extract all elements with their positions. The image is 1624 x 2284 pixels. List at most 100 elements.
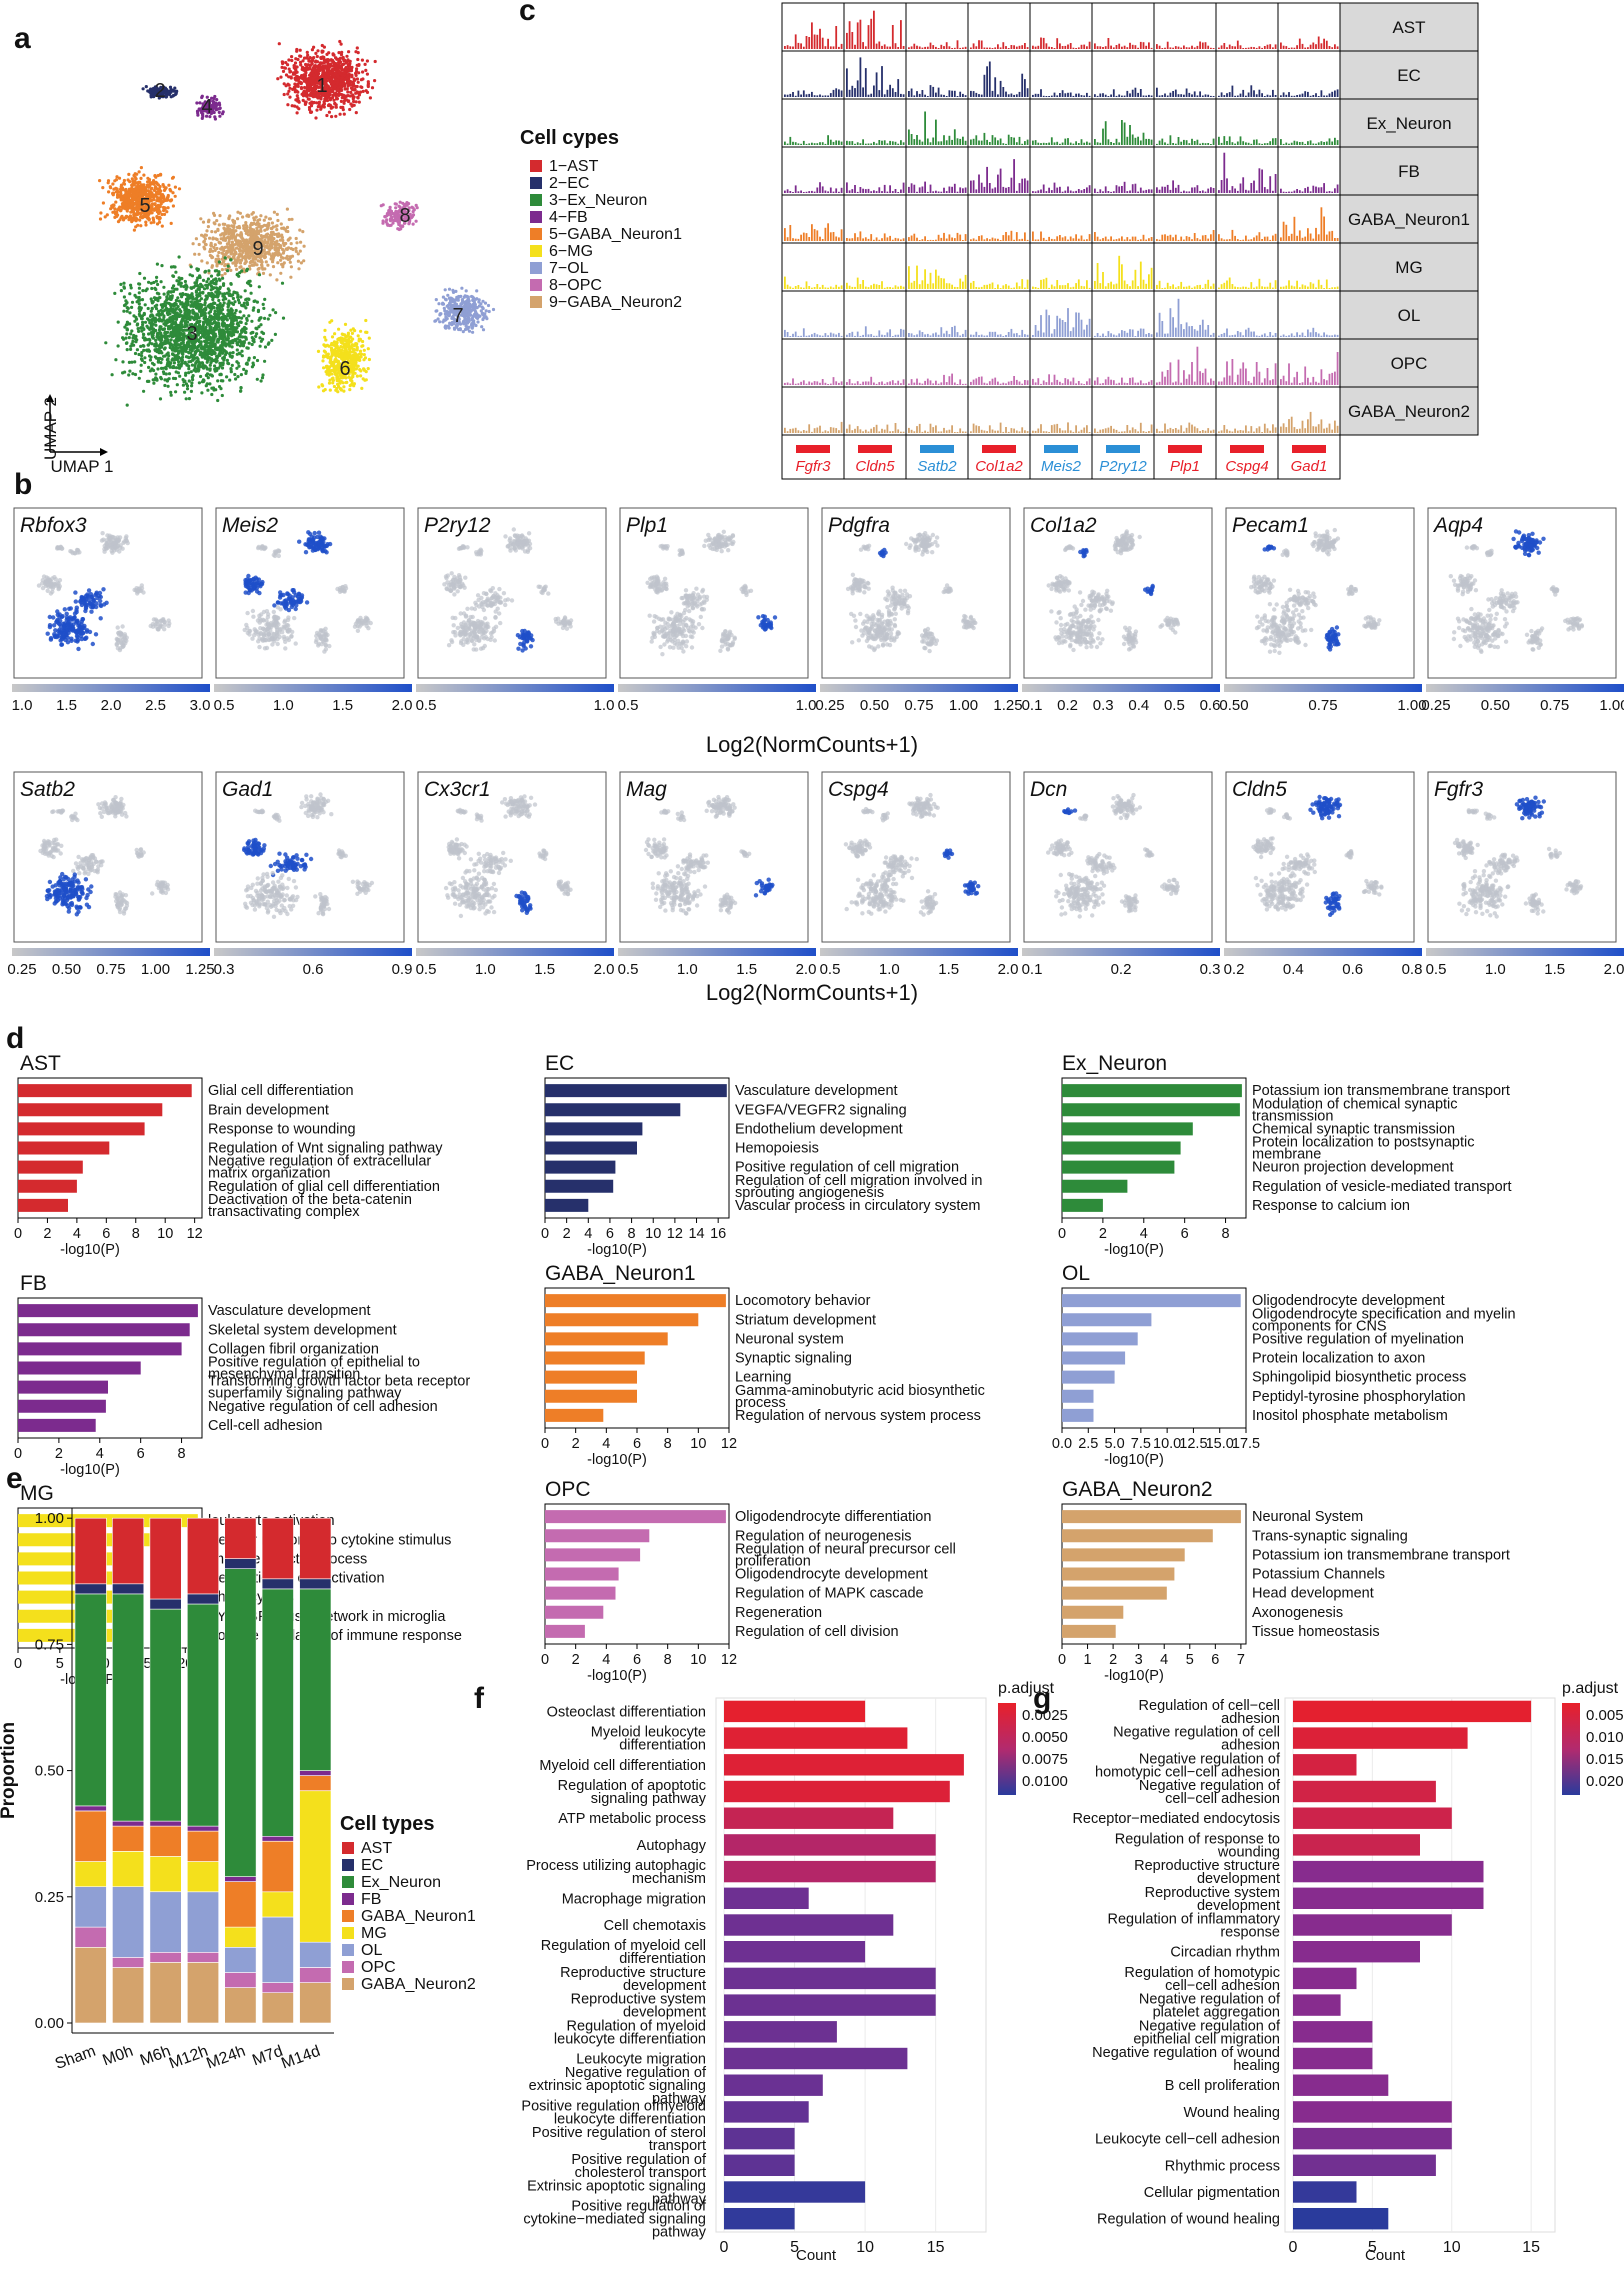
umap-point xyxy=(183,279,187,284)
umap-point xyxy=(351,347,356,351)
umap-point xyxy=(194,237,198,241)
umap-point xyxy=(191,242,195,246)
umap-point xyxy=(166,91,170,95)
umap-point xyxy=(205,261,209,265)
umap-point xyxy=(319,107,323,111)
umap-point xyxy=(164,319,168,323)
umap-point xyxy=(150,286,154,291)
umap-point xyxy=(250,336,254,340)
umap-point xyxy=(331,87,335,91)
umap-point xyxy=(139,363,143,367)
umap-point xyxy=(221,276,225,280)
umap-point xyxy=(347,81,351,86)
umap-point xyxy=(357,337,361,341)
umap-point xyxy=(127,203,131,207)
umap-point xyxy=(221,303,225,307)
umap-point xyxy=(251,361,255,365)
umap-point xyxy=(258,316,262,320)
umap-point xyxy=(348,59,352,63)
umap-point xyxy=(238,211,242,215)
umap-point xyxy=(162,292,166,296)
umap-point xyxy=(198,309,202,313)
umap-point xyxy=(150,324,154,329)
umap-point xyxy=(356,57,360,62)
umap-point xyxy=(200,259,204,263)
umap-point xyxy=(225,338,229,342)
umap-point xyxy=(253,233,257,237)
umap-point xyxy=(223,253,228,257)
umap-point xyxy=(291,247,295,252)
umap-point xyxy=(238,310,242,314)
umap-point xyxy=(316,79,321,83)
umap-point xyxy=(215,264,219,268)
umap-point xyxy=(199,282,203,286)
umap-point xyxy=(245,346,249,350)
umap-point xyxy=(323,388,327,392)
umap-point xyxy=(317,94,321,98)
umap-point xyxy=(141,184,146,189)
umap-point xyxy=(258,336,262,340)
umap-point xyxy=(159,308,163,312)
umap-point xyxy=(257,273,262,277)
umap-point xyxy=(113,215,117,219)
umap-point xyxy=(306,53,310,57)
umap-point xyxy=(187,371,191,375)
umap-point xyxy=(138,218,142,222)
umap-point xyxy=(208,310,213,314)
umap-point xyxy=(210,392,214,397)
umap-point xyxy=(446,313,450,317)
umap-point xyxy=(233,236,237,240)
umap-point xyxy=(316,105,320,109)
umap-point xyxy=(339,79,344,83)
umap-point xyxy=(122,286,126,290)
umap-point xyxy=(438,320,442,324)
umap-point xyxy=(282,261,286,265)
umap-point xyxy=(473,302,477,307)
umap-point xyxy=(338,387,342,391)
umap-point xyxy=(264,215,268,219)
umap-point xyxy=(209,274,214,278)
umap-point xyxy=(245,318,249,322)
umap-point xyxy=(225,375,229,379)
umap-point xyxy=(125,328,129,332)
umap-point xyxy=(209,244,213,248)
umap-point xyxy=(283,66,287,70)
umap-point xyxy=(255,300,259,304)
umap-point xyxy=(268,313,272,317)
umap-point xyxy=(325,52,329,57)
umap-point xyxy=(346,333,350,337)
umap-point xyxy=(321,70,325,74)
umap-point xyxy=(202,245,206,249)
umap-point xyxy=(187,313,191,317)
umap-point xyxy=(290,104,294,108)
umap-point xyxy=(239,295,243,299)
umap-point xyxy=(364,378,368,382)
umap-point xyxy=(266,240,270,244)
umap-point xyxy=(309,87,313,91)
umap-point xyxy=(210,254,214,258)
umap-point xyxy=(132,228,136,232)
umap-point xyxy=(113,207,117,211)
umap-point xyxy=(319,97,323,101)
umap-point xyxy=(162,302,166,306)
umap-point xyxy=(125,348,129,352)
umap-point xyxy=(217,366,221,370)
umap-point xyxy=(330,79,334,83)
umap-point xyxy=(222,248,226,253)
umap-point xyxy=(267,341,271,345)
umap-point xyxy=(154,323,158,327)
umap-point xyxy=(105,213,109,217)
umap-point xyxy=(177,255,181,259)
umap-point xyxy=(152,188,156,192)
umap-point xyxy=(128,369,132,373)
umap-point xyxy=(175,332,179,336)
umap-point xyxy=(264,233,268,237)
umap-point xyxy=(169,338,173,342)
umap-point xyxy=(304,65,309,70)
umap-point xyxy=(443,288,447,292)
umap-point xyxy=(343,84,347,88)
umap-point xyxy=(219,379,223,383)
umap-point xyxy=(154,185,158,189)
umap-point xyxy=(363,356,368,360)
umap-point xyxy=(338,39,342,44)
